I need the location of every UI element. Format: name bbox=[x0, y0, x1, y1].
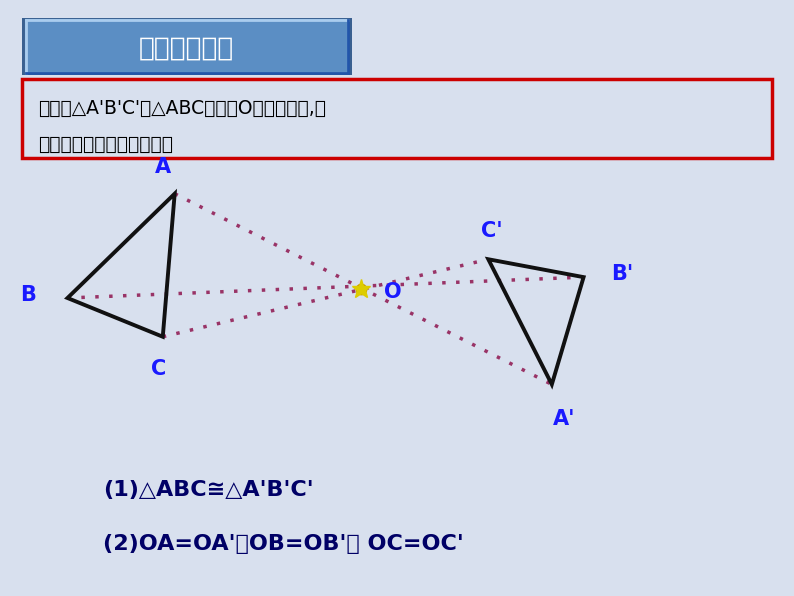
Text: O: O bbox=[384, 282, 401, 302]
Text: B': B' bbox=[611, 264, 634, 284]
Text: (2)OA=OA'、OB=OB'、 OC=OC': (2)OA=OA'、OB=OB'、 OC=OC' bbox=[103, 533, 464, 554]
Text: A': A' bbox=[553, 409, 575, 430]
FancyBboxPatch shape bbox=[22, 18, 352, 74]
Text: (1)△ABC≅△A'B'C': (1)△ABC≅△A'B'C' bbox=[103, 480, 314, 500]
FancyBboxPatch shape bbox=[26, 20, 348, 73]
Text: B: B bbox=[20, 285, 36, 305]
Text: A: A bbox=[155, 157, 171, 177]
Text: 下图中△A'B'C'与△ABC关于点O成中心对称,你: 下图中△A'B'C'与△ABC关于点O成中心对称,你 bbox=[38, 99, 326, 118]
Text: 探索与发现：: 探索与发现： bbox=[139, 35, 234, 61]
Text: C: C bbox=[151, 359, 167, 380]
Text: 能从图中得出哪些结论呢？: 能从图中得出哪些结论呢？ bbox=[38, 135, 173, 154]
Text: C': C' bbox=[481, 221, 503, 241]
FancyBboxPatch shape bbox=[22, 79, 772, 158]
